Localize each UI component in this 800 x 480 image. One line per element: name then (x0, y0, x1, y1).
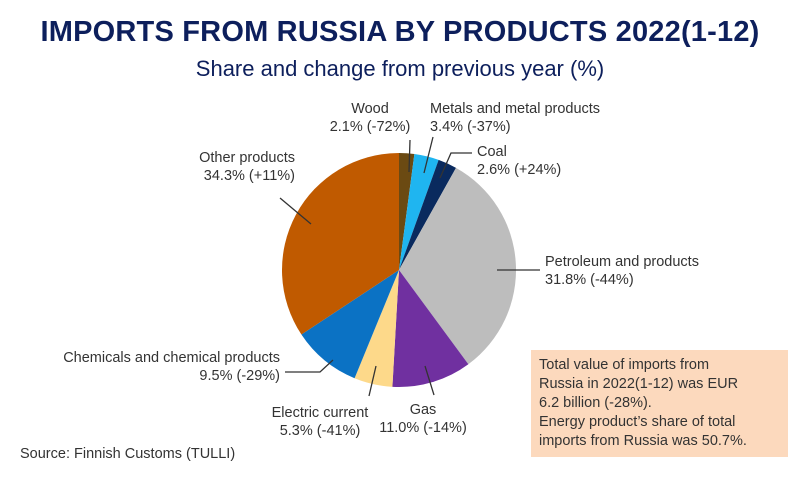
pie-slice-metals-and-metal-products (399, 154, 439, 270)
pie-slice-coal (399, 159, 457, 270)
pie-slice-other-products (282, 153, 399, 335)
slice-value-label: 34.3% (+11%) (204, 168, 295, 184)
leader-line (408, 139, 411, 173)
note-line: Russia in 2022(1-12) was EUR (539, 376, 739, 392)
slice-name-label: Metals and metal products (430, 101, 600, 117)
note-line: Energy product’s share of total (539, 414, 736, 430)
summary-note: Total value of imports from Russia in 20… (531, 350, 788, 457)
pie-slice-petroleum-and-products (399, 167, 517, 365)
pie-slice-gas (392, 270, 469, 388)
leader-line (424, 365, 435, 396)
chart-title: IMPORTS FROM RUSSIA BY PRODUCTS 2022(1-1… (40, 16, 760, 48)
slice-name-label: Electric current (272, 405, 369, 421)
slice-value-label: 9.5% (-29%) (199, 368, 280, 384)
pie-slice-wood (399, 153, 415, 270)
slice-name-label: Chemicals and chemical products (63, 350, 280, 366)
slice-value-label: 5.3% (-41%) (280, 423, 361, 439)
slice-value-label: 2.6% (+24%) (477, 162, 561, 178)
pie-slice-chemicals-and-chemical-products (301, 270, 399, 379)
note-line: imports from Russia was 50.7%. (539, 433, 747, 449)
slice-value-label: 31.8% (-44%) (545, 272, 634, 288)
leader-line (423, 136, 434, 174)
pie-slice-electric-current (354, 270, 399, 387)
slice-name-label: Petroleum and products (545, 254, 699, 270)
note-line: Total value of imports from (539, 357, 710, 373)
chart-subtitle: Share and change from previous year (%) (195, 56, 605, 81)
source-text: Source: Finnish Customs (TULLI) (20, 446, 236, 462)
leader-line (285, 359, 334, 373)
slice-name-label: Gas (410, 402, 437, 418)
note-line: 6.2 billion (-28%). (539, 395, 652, 411)
slice-value-label: 11.0% (-14%) (379, 420, 467, 436)
slice-name-label: Other products (199, 150, 295, 166)
leader-line (279, 197, 312, 225)
slice-value-label: 3.4% (-37%) (430, 119, 511, 135)
slice-name-label: Coal (477, 144, 507, 160)
slice-name-label: Wood (351, 101, 389, 117)
leader-line (439, 152, 472, 179)
leader-line (368, 365, 377, 397)
slice-value-label: 2.1% (-72%) (330, 119, 411, 135)
